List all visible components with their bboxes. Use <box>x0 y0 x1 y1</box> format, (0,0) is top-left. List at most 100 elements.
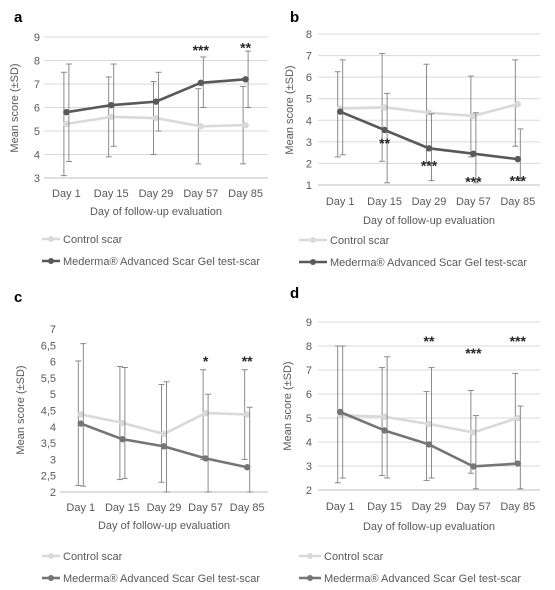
legend-label: Control scar <box>63 234 123 246</box>
y-tick-label: 2 <box>50 487 56 499</box>
series-line <box>339 110 518 161</box>
significance-marker: *** <box>465 345 482 361</box>
significance-marker: *** <box>193 42 210 58</box>
y-tick-label: 8 <box>306 341 312 353</box>
panel-label: c <box>14 289 22 306</box>
y-tick-label: 9 <box>34 32 40 44</box>
x-tick-label: Day 85 <box>500 196 535 208</box>
legend-label: Control scar <box>63 551 123 563</box>
y-axis-title: Mean score (±SD) <box>15 365 27 454</box>
y-tick-label: 1 <box>306 180 312 192</box>
data-point <box>470 429 477 436</box>
panel-label: a <box>14 9 23 26</box>
legend-item-test: Mederma® Advanced Scar Gel test-scar <box>42 573 260 585</box>
x-tick-label: Day 57 <box>183 188 218 200</box>
legend-item-test: Mederma® Advanced Scar Gel test-scar <box>299 573 521 585</box>
y-tick-label: 4,5 <box>41 406 56 418</box>
legend-item-control: Control scar <box>42 551 123 563</box>
legend-item-test: Mederma® Advanced Scar Gel test-scar <box>42 256 260 268</box>
legend-marker <box>310 237 316 243</box>
y-tick-label: 2,5 <box>41 471 56 483</box>
series-control <box>60 71 249 177</box>
x-tick-label: Day 1 <box>66 502 95 514</box>
y-tick-label: 5 <box>306 94 312 106</box>
legend-marker <box>307 553 313 559</box>
y-axis-title: Mean score (±SD) <box>284 65 296 154</box>
x-tick-label: Day 1 <box>326 501 355 513</box>
x-tick-label: Day 29 <box>412 196 447 208</box>
data-point <box>425 109 433 116</box>
y-tick-label: 3 <box>306 461 312 473</box>
legend-label: Control scar <box>324 551 384 563</box>
data-point <box>63 109 70 116</box>
series-control <box>334 345 521 484</box>
y-tick-label: 5 <box>306 413 312 425</box>
data-point <box>160 443 168 450</box>
x-tick-label: Day 1 <box>326 196 355 208</box>
y-tick-label: 5,5 <box>41 373 56 385</box>
legend-item-control: Control scar <box>42 234 123 246</box>
x-tick-label: Day 57 <box>456 501 491 513</box>
data-point <box>108 113 115 121</box>
legend-marker <box>310 259 316 265</box>
y-tick-label: 9 <box>306 317 312 329</box>
y-tick-label: 3,5 <box>41 438 56 450</box>
data-point <box>470 112 477 120</box>
data-point <box>244 411 251 418</box>
series-test <box>77 343 253 493</box>
x-tick-label: Day 15 <box>105 502 140 514</box>
data-point <box>244 464 251 471</box>
data-point <box>202 409 209 417</box>
data-point <box>425 145 433 152</box>
series-test <box>337 345 524 490</box>
x-tick-label: Day 29 <box>412 501 447 513</box>
y-tick-label: 3 <box>34 173 40 185</box>
data-point <box>425 441 433 448</box>
y-tick-label: 6,5 <box>41 340 56 352</box>
data-point <box>108 101 115 109</box>
legend-item-control: Control scar <box>299 551 384 563</box>
significance-marker: ** <box>379 135 390 151</box>
legend-marker <box>48 575 54 581</box>
y-axis-title: Mean score (±SD) <box>9 63 21 152</box>
y-tick-label: 2 <box>306 485 312 497</box>
legend-label: Control scar <box>330 235 390 247</box>
x-tick-label: Day 57 <box>456 196 491 208</box>
legend-marker <box>48 236 54 242</box>
x-axis-title: Day of follow-up evaluation <box>363 215 495 227</box>
data-point <box>242 121 249 129</box>
x-tick-label: Day 85 <box>228 188 263 200</box>
series-line <box>339 410 518 468</box>
data-point <box>425 420 433 428</box>
y-tick-label: 7 <box>50 324 56 336</box>
x-tick-label: Day 85 <box>500 501 535 513</box>
legend-label: Mederma® Advanced Scar Gel test-scar <box>330 257 527 269</box>
significance-marker: *** <box>465 174 482 190</box>
series-control <box>75 360 251 486</box>
y-tick-label: 4 <box>306 437 312 449</box>
significance-marker: *** <box>510 333 527 349</box>
y-tick-label: 8 <box>306 29 312 41</box>
legend-marker <box>48 553 54 559</box>
y-tick-label: 2 <box>306 158 312 170</box>
x-tick-label: Day 1 <box>52 188 81 200</box>
significance-marker: ** <box>240 39 251 55</box>
x-tick-label: Day 15 <box>367 501 402 513</box>
chart-panel-c: c 2 2,5 3 3,5 4 4,5 5 5,5 6 6,5 7 Day 1 Day 15 Day 29 D… <box>14 289 268 585</box>
y-tick-label: 7 <box>34 79 40 91</box>
data-point <box>242 76 249 83</box>
x-axis-title: Day of follow-up evaluation <box>90 206 222 218</box>
significance-marker: ** <box>242 353 253 369</box>
y-tick-label: 4 <box>50 422 56 434</box>
significance-marker: ** <box>424 333 435 349</box>
significance-marker: *** <box>510 173 527 189</box>
y-tick-label: 7 <box>306 51 312 63</box>
data-point <box>514 155 521 163</box>
significance-marker: *** <box>421 158 438 174</box>
panel-label: b <box>290 9 299 26</box>
series-test <box>63 50 252 163</box>
y-tick-label: 3 <box>306 137 312 149</box>
data-point <box>470 463 477 470</box>
chart-panel-b: b 1 2 3 4 5 6 7 8 Day 1 Day 15 Day 29 Day 57 Day 85 Da… <box>284 9 540 269</box>
